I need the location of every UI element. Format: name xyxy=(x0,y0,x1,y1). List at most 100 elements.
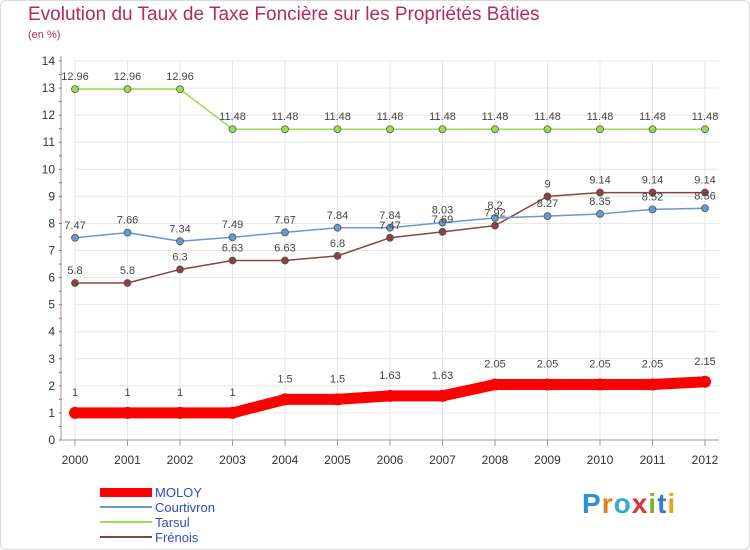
data-point xyxy=(228,256,237,265)
data-point xyxy=(491,214,499,222)
y-tick-label: 7 xyxy=(48,244,55,258)
logo-letter: o xyxy=(613,488,632,519)
data-point xyxy=(281,256,289,265)
chart-subtitle: (en %) xyxy=(28,29,61,41)
data-label: 7.92 xyxy=(484,208,505,220)
data-label: 6.3 xyxy=(172,251,187,263)
data-label: 8.56 xyxy=(694,190,715,202)
data-label: 9.14 xyxy=(589,175,610,187)
y-tick-label: 12 xyxy=(42,108,56,122)
data-label: 7.84 xyxy=(327,210,348,222)
x-tick-label: 2006 xyxy=(377,453,404,467)
data-point xyxy=(438,125,447,134)
data-point xyxy=(123,279,132,287)
y-tick-label: 1 xyxy=(48,406,55,420)
data-point xyxy=(543,212,552,221)
data-label: 12.96 xyxy=(114,71,142,83)
data-point xyxy=(331,393,344,406)
data-point xyxy=(646,378,659,391)
data-point xyxy=(333,125,342,134)
data-label: 1.63 xyxy=(379,370,400,382)
y-tick-label: 3 xyxy=(48,352,55,366)
data-point xyxy=(543,125,552,134)
legend-label: Tarsul xyxy=(155,515,190,530)
data-label: 11.48 xyxy=(534,111,561,123)
data-point xyxy=(436,389,449,402)
data-label: 1.5 xyxy=(277,373,292,385)
data-point xyxy=(176,85,184,94)
data-point xyxy=(176,265,184,274)
data-point xyxy=(699,375,711,388)
data-point xyxy=(543,192,552,201)
data-point xyxy=(386,125,394,134)
data-label: 8.35 xyxy=(589,196,610,208)
data-label: 9.14 xyxy=(694,175,715,187)
data-point xyxy=(596,188,604,197)
data-point xyxy=(384,389,396,402)
data-point xyxy=(333,223,342,232)
y-tick-label: 2 xyxy=(48,379,55,393)
data-label: 1.63 xyxy=(432,370,453,382)
data-point xyxy=(596,210,604,218)
data-label: 11.48 xyxy=(639,111,666,123)
data-label: 11.48 xyxy=(324,111,351,123)
data-label: 11.48 xyxy=(692,111,719,123)
data-label: 5.8 xyxy=(67,265,82,277)
y-tick-label: 5 xyxy=(48,298,55,312)
legend-swatch xyxy=(100,506,152,508)
legend-label: Frénois xyxy=(155,530,199,545)
data-point xyxy=(491,125,499,134)
data-point xyxy=(541,378,554,391)
y-tick-label: 6 xyxy=(48,271,55,285)
x-tick-label: 2012 xyxy=(692,453,719,467)
x-tick-label: 2008 xyxy=(482,453,509,467)
data-point xyxy=(701,204,709,213)
data-label: 8.27 xyxy=(537,198,558,210)
data-label: 2.05 xyxy=(642,359,663,371)
data-point xyxy=(123,228,132,237)
data-point xyxy=(333,252,342,260)
data-label: 1 xyxy=(72,387,78,399)
data-label: 8.03 xyxy=(432,205,453,217)
data-point xyxy=(71,85,79,94)
data-point xyxy=(228,233,237,242)
data-label: 2.05 xyxy=(537,359,558,371)
proxiti-logo: Proxiti xyxy=(582,488,676,520)
data-label: 7.67 xyxy=(274,214,295,226)
data-point xyxy=(279,393,291,406)
data-point xyxy=(174,406,186,419)
data-label: 11.48 xyxy=(587,111,614,123)
y-tick-label: 8 xyxy=(48,216,55,230)
data-point xyxy=(71,233,79,242)
x-tick-label: 2011 xyxy=(640,453,666,467)
data-label: 11.48 xyxy=(429,111,456,123)
y-tick-label: 4 xyxy=(48,325,55,339)
y-tick-label: 0 xyxy=(48,433,55,447)
data-label: 2.05 xyxy=(484,359,505,371)
data-label: 5.8 xyxy=(120,265,135,277)
data-labels: 1 1 1 1 1.5 1.5 1.63 1.63 2.05 2.05 2.05 2.05 2.15 7.… xyxy=(61,71,718,399)
logo-letter: i xyxy=(648,488,658,519)
data-point xyxy=(226,406,239,419)
data-point xyxy=(281,125,289,134)
data-label: 6.63 xyxy=(274,243,295,255)
data-point xyxy=(69,406,81,419)
x-tick-label: 2001 xyxy=(114,453,141,467)
data-label: 11.48 xyxy=(482,111,509,123)
data-label: 7.49 xyxy=(222,219,243,231)
y-tick-label: 10 xyxy=(42,162,56,176)
legend-swatch xyxy=(100,521,152,523)
data-point xyxy=(121,406,134,419)
legend-label: MOLOY xyxy=(155,485,202,500)
data-point xyxy=(596,125,604,134)
data-point xyxy=(228,125,237,134)
data-point xyxy=(491,221,499,230)
data-label: 6.63 xyxy=(222,243,243,255)
x-tick-label: 2005 xyxy=(324,453,351,467)
data-label: 2.05 xyxy=(589,359,610,371)
series-layer xyxy=(69,85,711,419)
legend-label: Courtivron xyxy=(155,500,215,515)
x-tick-label: 2003 xyxy=(219,453,246,467)
